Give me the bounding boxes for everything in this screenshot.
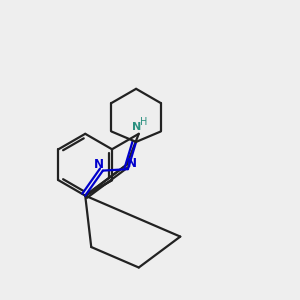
Text: N: N — [127, 157, 136, 170]
Text: N: N — [94, 158, 104, 171]
Text: N: N — [132, 122, 141, 132]
Text: H: H — [140, 117, 148, 127]
